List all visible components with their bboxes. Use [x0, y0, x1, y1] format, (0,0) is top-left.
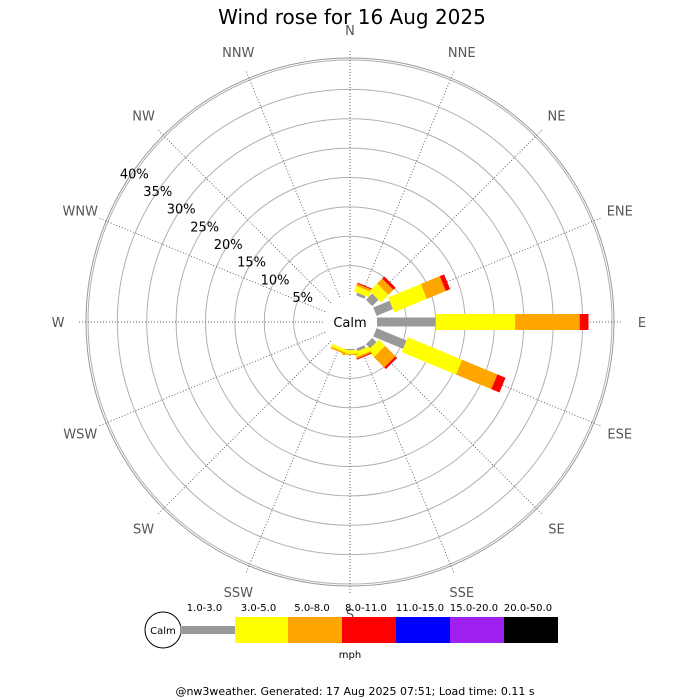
legend-label-5.0-8.0: 5.0-8.0 [294, 603, 329, 614]
footer-text: @nw3weather. Generated: 17 Aug 2025 07:5… [175, 685, 534, 698]
bar-ese-3.0-5.0 [401, 337, 463, 375]
bar-ese-8.0-11.0 [491, 374, 506, 393]
calm-indicator: Calm [325, 297, 375, 347]
bar-ssw-3.0-5.0 [331, 343, 348, 353]
direction-label-se: SE [548, 522, 564, 537]
legend-label-8.0-11.0: 8.0-11.0 [345, 603, 387, 614]
legend-label-3.0-5.0: 3.0-5.0 [241, 603, 276, 614]
legend-swatch-15.0-20.0 [450, 617, 504, 643]
spoke-nne [359, 70, 455, 298]
legend-swatch-11.0-15.0 [396, 617, 450, 643]
bar-sse-3.0-5.0 [354, 346, 371, 358]
legend-swatch-1.0-3.0 [180, 626, 235, 634]
direction-label-wsw: WSW [63, 428, 97, 443]
bar-ne-3.0-5.0 [369, 283, 389, 303]
bar-se-1.0-3.0 [365, 337, 377, 349]
bar-se-3.0-5.0 [367, 339, 386, 358]
bar-se-8.0-11.0 [384, 356, 398, 370]
direction-label-ene: ENE [607, 204, 633, 219]
direction-label-w: W [52, 316, 65, 331]
bar-ene-1.0-3.0 [373, 300, 393, 316]
bar-nne-3.0-5.0 [354, 285, 372, 298]
direction-label-nnw: NNW [222, 46, 254, 61]
radial-tick-label: 30% [167, 203, 196, 218]
bar-ssw-5.0-8.0 [330, 346, 346, 355]
spoke-ese [374, 331, 602, 427]
radial-tick-label: 5% [292, 291, 313, 306]
axis-labels: N NNE NE ENE E ESE SE SSE S SSW SW WSW W WNW NW NNW 5%10… [52, 24, 647, 623]
bar-ese-5.0-8.0 [456, 359, 498, 390]
legend-swatch-5.0-8.0 [288, 617, 342, 643]
bar-sse-5.0-8.0 [355, 350, 372, 359]
chart-title: Wind rose for 16 Aug 2025 [218, 5, 486, 29]
bar-ene-5.0-8.0 [420, 276, 446, 299]
direction-label-n: N [345, 24, 355, 39]
spoke-se [368, 340, 543, 515]
direction-label-s: S [346, 608, 354, 623]
bar-ene-3.0-5.0 [388, 284, 427, 313]
radial-tick-label: 20% [214, 238, 243, 253]
bar-ese-1.0-3.0 [373, 328, 407, 349]
bar-ne-5.0-8.0 [377, 278, 394, 295]
direction-label-ssw: SSW [224, 586, 254, 601]
direction-label-e: E [638, 316, 646, 331]
spoke-ene [374, 217, 602, 313]
spoke-nnw [245, 70, 341, 298]
bar-nne-5.0-8.0 [356, 283, 372, 292]
calm-label: Calm [333, 316, 366, 331]
direction-label-wnw: WNW [63, 204, 99, 219]
spoke-wsw [98, 331, 326, 427]
legend-swatch-3.0-5.0 [235, 617, 288, 643]
bar-ne-1.0-3.0 [365, 293, 379, 307]
legend-label-15.0-20.0: 15.0-20.0 [450, 603, 498, 614]
spoke-sse [359, 346, 455, 574]
spoke-ne [368, 129, 543, 304]
spoke-nw [157, 129, 332, 304]
spoke-wnw [98, 217, 326, 313]
spoke-sw [157, 340, 332, 515]
direction-label-sse: SSE [449, 586, 474, 601]
radial-tick-label: 35% [143, 185, 172, 200]
bar-ne-8.0-11.0 [382, 276, 396, 290]
legend-calm-label: Calm [150, 626, 176, 637]
legend-swatch-20.0-50.0 [504, 617, 558, 643]
legend-swatch-8.0-11.0 [342, 617, 396, 643]
legend-unit-label: mph [339, 650, 361, 661]
direction-label-sw: SW [133, 522, 154, 537]
bar-sse-1.0-3.0 [356, 345, 366, 352]
bar-se-5.0-8.0 [373, 345, 396, 368]
direction-label-nw: NW [132, 110, 155, 125]
bar-ene-8.0-11.0 [439, 274, 451, 291]
bar-nne-1.0-3.0 [356, 292, 366, 299]
radial-tick-label: 10% [261, 273, 290, 288]
direction-label-ese: ESE [607, 428, 632, 443]
radial-tick-label: 15% [237, 256, 266, 271]
direction-label-nne: NNE [448, 46, 476, 61]
radial-tick-label: 40% [120, 167, 149, 182]
calm-circle [325, 297, 375, 347]
legend-label-11.0-15.0: 11.0-15.0 [396, 603, 444, 614]
direction-label-ne: NE [547, 110, 565, 125]
radial-tick-label: 25% [190, 220, 219, 235]
legend-label-1.0-3.0: 1.0-3.0 [187, 603, 222, 614]
spoke-ssw [245, 346, 341, 574]
legend: Calm 1.0-3.0 3.0-5.0 5.0-8.0 8.0-11.0 11.0-15… [144, 603, 558, 661]
wind-bars [330, 274, 589, 393]
legend-label-20.0-50.0: 20.0-50.0 [504, 603, 552, 614]
